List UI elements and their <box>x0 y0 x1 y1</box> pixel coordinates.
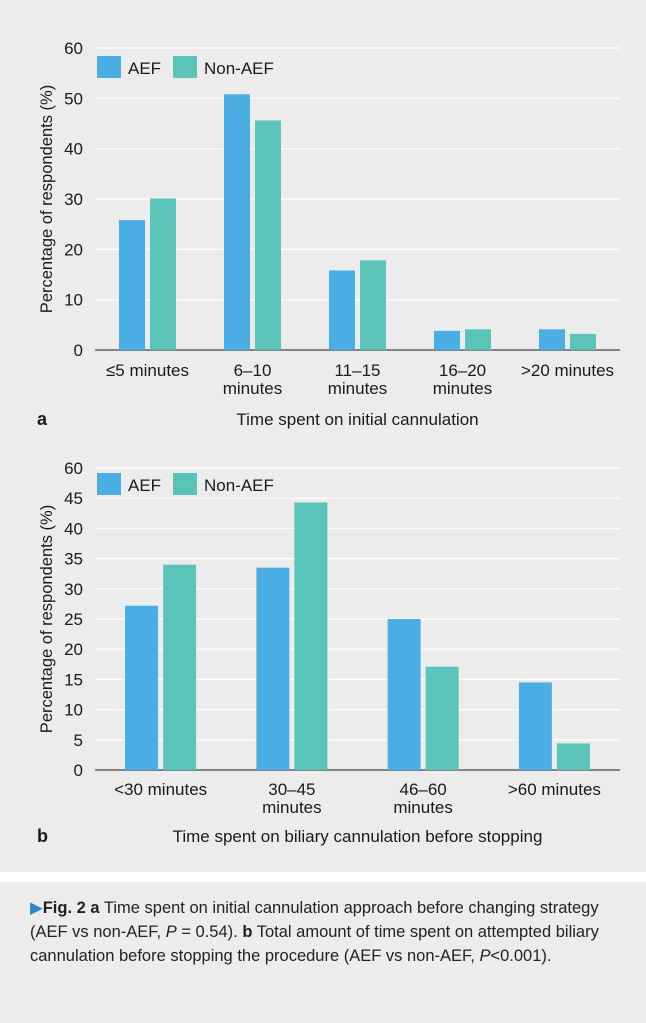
legend-label-1: Non-AEF <box>204 476 274 495</box>
y-tick-label: 50 <box>64 89 83 108</box>
caption-a-label: a <box>90 899 100 917</box>
legend-label-1: Non-AEF <box>204 59 274 78</box>
bar-non-aef-2 <box>425 666 459 770</box>
bar-aef-3 <box>434 330 460 350</box>
panel-label: b <box>37 826 48 846</box>
bar-aef-0 <box>119 220 145 350</box>
y-tick-label: 15 <box>64 670 83 689</box>
chart-panel-b: 0 5 10 15 20 25 30 35 40 45 60 Percentage of respon… <box>37 459 620 846</box>
x-tick-label: >20 minutes <box>521 361 614 380</box>
bar-aef-2 <box>329 270 355 350</box>
bar-non-aef-2 <box>360 260 386 350</box>
y-tick-label: 40 <box>64 140 83 159</box>
x-tick-label: 6–10 <box>234 361 272 380</box>
bar-non-aef-3 <box>465 329 491 350</box>
legend-swatch-0 <box>97 56 121 78</box>
y-tick-label: 10 <box>64 701 83 720</box>
bar-aef-2 <box>387 619 421 770</box>
y-axis-title: Percentage of respondents (%) <box>38 85 56 313</box>
bar-aef-1 <box>256 567 290 770</box>
y-tick-label: 60 <box>64 39 83 58</box>
x-tick-label: minutes <box>223 379 283 398</box>
x-axis-title: Time spent on initial cannulation <box>236 410 478 429</box>
caption-marker-icon: ▶ <box>30 899 43 917</box>
y-tick-label: 40 <box>64 519 83 538</box>
bar-non-aef-1 <box>294 502 328 770</box>
y-tick-label: 25 <box>64 610 83 629</box>
y-tick-label: 60 <box>64 459 83 478</box>
x-tick-label: minutes <box>433 379 493 398</box>
y-tick-label: 45 <box>64 489 83 508</box>
x-tick-label: 46–60 <box>399 780 446 799</box>
bar-aef-0 <box>125 605 159 770</box>
y-tick-label: 30 <box>64 580 83 599</box>
bar-non-aef-0 <box>150 198 176 350</box>
x-tick-label: 16–20 <box>439 361 486 380</box>
x-tick-label: <30 minutes <box>114 780 207 799</box>
chart-panel-a: 0 10 20 30 40 50 60 Percentage of respondents (… <box>37 39 620 429</box>
legend-swatch-0 <box>97 473 121 495</box>
bar-aef-1 <box>224 94 250 350</box>
y-tick-label: 0 <box>74 341 83 360</box>
x-axis-title: Time spent on biliary cannulation before… <box>173 827 543 846</box>
y-tick-label: 20 <box>64 240 83 259</box>
caption-b-stat-val: <0.001). <box>490 947 552 965</box>
y-tick-label: 0 <box>74 761 83 780</box>
x-tick-label: minutes <box>262 798 322 817</box>
bar-non-aef-4 <box>570 333 596 350</box>
y-tick-label: 5 <box>74 731 83 750</box>
bar-aef-3 <box>518 682 552 770</box>
y-tick-label: 10 <box>64 291 83 310</box>
caption-b-label: b <box>242 923 253 941</box>
y-tick-label: 20 <box>64 640 83 659</box>
x-tick-label: >60 minutes <box>508 780 601 799</box>
caption-b-text: Total amount of time spent on attempted … <box>30 923 599 965</box>
y-tick-label: 35 <box>64 550 83 569</box>
caption-panel: ▶Fig. 2 a Time spent on initial cannulat… <box>0 882 646 1023</box>
bar-non-aef-0 <box>163 564 197 770</box>
bar-non-aef-1 <box>255 120 281 350</box>
caption-a-stat-var: P <box>165 923 177 941</box>
y-tick-label: 30 <box>64 190 83 209</box>
figure-caption: ▶Fig. 2 a Time spent on initial cannulat… <box>30 896 620 968</box>
bar-aef-4 <box>539 329 565 350</box>
caption-a-stat-val: = 0.54). <box>176 923 238 941</box>
bar-non-aef-3 <box>556 743 590 770</box>
y-axis-title: Percentage of respondents (%) <box>38 505 56 733</box>
x-tick-label: 30–45 <box>268 780 315 799</box>
legend-swatch-1 <box>173 473 197 495</box>
figure-panel: 0 10 20 30 40 50 60 Percentage of respondents (… <box>0 0 646 872</box>
caption-fig-label: Fig. 2 <box>42 899 86 917</box>
legend-label-0: AEF <box>128 476 161 495</box>
panel-label: a <box>37 409 48 429</box>
caption-b-stat-var: P <box>479 947 491 965</box>
x-tick-label: minutes <box>393 798 453 817</box>
x-tick-label: 11–15 <box>334 361 380 380</box>
legend-swatch-1 <box>173 56 197 78</box>
caption-a-text: Time spent on initial cannulation approa… <box>30 899 599 941</box>
legend-label-0: AEF <box>128 59 161 78</box>
x-tick-label: ≤5 minutes <box>106 361 189 380</box>
x-tick-label: minutes <box>328 379 388 398</box>
